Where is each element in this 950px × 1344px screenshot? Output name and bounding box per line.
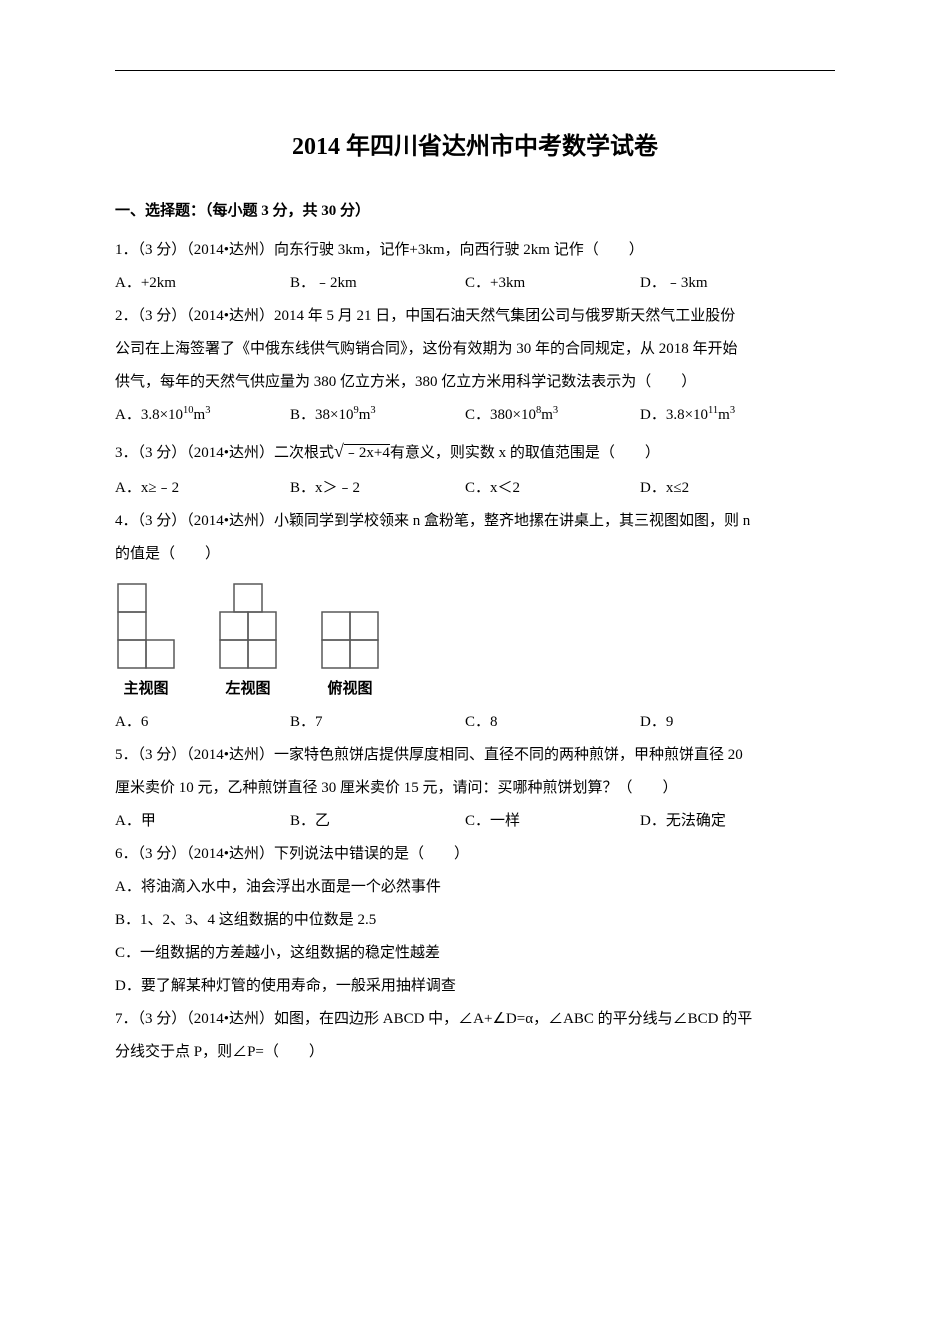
question-7-line2: 分线交于点 P，则∠P=（ ） (115, 1036, 835, 1069)
q1-option-c: C．+3km (465, 267, 640, 300)
q1-option-d: D．﹣3km (640, 267, 815, 300)
question-2-line1: 2．（3 分）（2014•达州）2014 年 5 月 21 日，中国石油天然气集… (115, 300, 835, 333)
q3-pre: 3．（3 分）（2014•达州）二次根式 (115, 445, 334, 461)
q3-option-a: A．x≥﹣2 (115, 472, 290, 505)
exam-page: 2014 年四川省达州市中考数学试卷 一、选择题：（每小题 3 分，共 30 分… (0, 0, 950, 1119)
q5-option-a: A．甲 (115, 805, 290, 838)
left-view-label: 左视图 (225, 677, 270, 698)
three-views-diagram: 主视图 左视图 (115, 581, 835, 698)
q4-option-a: A．6 (115, 706, 290, 739)
top-view-label: 俯视图 (327, 677, 372, 698)
q2c-sup2: 3 (553, 405, 558, 416)
q2d-mid: m (718, 407, 730, 423)
q2-option-c: C．380×108m3 (465, 399, 640, 432)
q5-option-d: D．无法确定 (640, 805, 815, 838)
question-1-text: 1．（3 分）（2014•达州）向东行驶 3km，记作+3km，向西行驶 2km… (115, 234, 835, 267)
q2-option-b: B．38×109m3 (290, 399, 465, 432)
question-2-line2: 公司在上海签署了《中俄东线供气购销合同》，这份有效期为 30 年的合同规定，从 … (115, 333, 835, 366)
q6-option-b: B．1、2、3、4 这组数据的中位数是 2.5 (115, 904, 835, 937)
exam-title: 2014 年四川省达州市中考数学试卷 (115, 126, 835, 161)
q2c-pre: C．380×10 (465, 407, 536, 423)
left-view-block: 左视图 (217, 581, 279, 698)
q3-option-b: B．x＞﹣2 (290, 472, 465, 505)
question-5-line1: 5．（3 分）（2014•达州）一家特色煎饼店提供厚度相同、直径不同的两种煎饼，… (115, 739, 835, 772)
section-1-header: 一、选择题：（每小题 3 分，共 30 分） (115, 199, 835, 220)
q2b-sup2: 3 (370, 405, 375, 416)
q2c-mid: m (541, 407, 553, 423)
q3-post: 有意义，则实数 x 的取值范围是（ ） (390, 445, 660, 461)
q6-option-a: A．将油滴入水中，油会浮出水面是一个必然事件 (115, 871, 835, 904)
q6-option-c: C．一组数据的方差越小，这组数据的稳定性越差 (115, 937, 835, 970)
q2-option-a: A．3.8×1010m3 (115, 399, 290, 432)
question-7-line1: 7．（3 分）（2014•达州）如图，在四边形 ABCD 中，∠A+∠D=α，∠… (115, 1003, 835, 1036)
q2d-sup1: 11 (708, 405, 718, 416)
q1-option-b: B．﹣2km (290, 267, 465, 300)
front-view-block: 主视图 (115, 581, 177, 698)
q3-option-c: C．x＜2 (465, 472, 640, 505)
q2b-mid: m (359, 407, 371, 423)
front-view-label: 主视图 (123, 677, 168, 698)
q2b-pre: B．38×10 (290, 407, 353, 423)
q1-option-a: A．+2km (115, 267, 290, 300)
top-view-shape (319, 609, 381, 671)
q2d-sup2: 3 (730, 405, 735, 416)
radical-sign: √ (334, 441, 344, 461)
question-5-line2: 厘米卖价 10 元，乙种煎饼直径 30 厘米卖价 15 元，请问：买哪种煎饼划算… (115, 772, 835, 805)
question-1-options: A．+2km B．﹣2km C．+3km D．﹣3km (115, 267, 835, 300)
radicand: ﹣2x+4 (344, 444, 390, 461)
question-3-text: 3．（3 分）（2014•达州）二次根式√﹣2x+4有意义，则实数 x 的取值范… (115, 432, 835, 472)
sqrt-expression: √﹣2x+4 (334, 432, 390, 472)
question-4-line2: 的值是（ ） (115, 538, 835, 571)
q4-option-c: C．8 (465, 706, 640, 739)
question-4-options: A．6 B．7 C．8 D．9 (115, 706, 835, 739)
q5-option-c: C．一样 (465, 805, 640, 838)
q4-option-b: B．7 (290, 706, 465, 739)
q2a-sup1: 10 (183, 405, 194, 416)
question-5-options: A．甲 B．乙 C．一样 D．无法确定 (115, 805, 835, 838)
q2a-pre: A．3.8×10 (115, 407, 183, 423)
q6-option-d: D．要了解某种灯管的使用寿命，一般采用抽样调查 (115, 970, 835, 1003)
q2d-pre: D．3.8×10 (640, 407, 708, 423)
q2-option-d: D．3.8×1011m3 (640, 399, 815, 432)
q2a-sup2: 3 (205, 405, 210, 416)
left-view-shape (217, 581, 279, 671)
q2a-mid: m (194, 407, 206, 423)
q5-option-b: B．乙 (290, 805, 465, 838)
question-2-options: A．3.8×1010m3 B．38×109m3 C．380×108m3 D．3.… (115, 399, 835, 432)
q4-option-d: D．9 (640, 706, 815, 739)
q3-option-d: D．x≤2 (640, 472, 815, 505)
front-view-shape (115, 581, 177, 671)
question-2-line3: 供气，每年的天然气供应量为 380 亿立方米，380 亿立方米用科学记数法表示为… (115, 366, 835, 399)
top-view-block: 俯视图 (319, 609, 381, 698)
question-4-line1: 4．（3 分）（2014•达州）小颖同学到学校领来 n 盒粉笔，整齐地摞在讲桌上… (115, 505, 835, 538)
header-divider (115, 70, 835, 71)
question-3-options: A．x≥﹣2 B．x＞﹣2 C．x＜2 D．x≤2 (115, 472, 835, 505)
question-6-text: 6．（3 分）（2014•达州）下列说法中错误的是（ ） (115, 838, 835, 871)
